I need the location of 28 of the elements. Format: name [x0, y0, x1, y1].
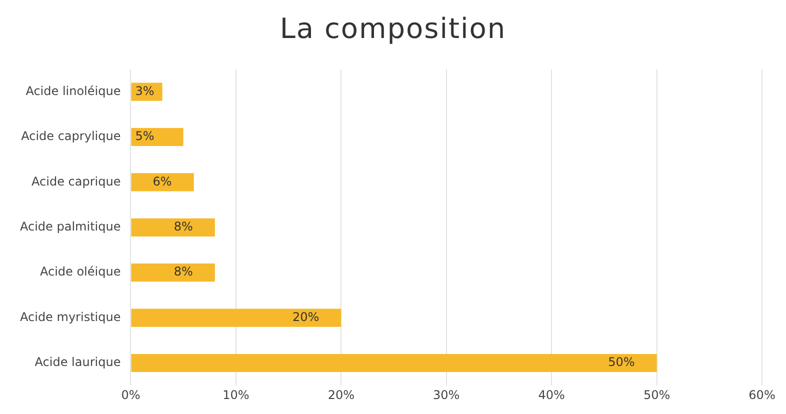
x-tick-label: 10% [222, 388, 250, 402]
data-label: 3% [135, 84, 154, 98]
bar [131, 128, 184, 146]
data-label: 8% [174, 220, 193, 234]
y-tick-label: Acide laurique [34, 355, 121, 370]
bar [131, 264, 215, 282]
y-tick-label: Acide linoléique [26, 84, 121, 98]
x-tick-label: 50% [643, 388, 670, 402]
data-label: 5% [135, 129, 154, 144]
x-tick-label: 40% [538, 388, 565, 402]
data-label: 6% [152, 174, 172, 188]
bar [131, 173, 194, 192]
y-tick-label: Acide caprylique [21, 129, 121, 144]
y-tick-label: Acide caprique [32, 174, 121, 188]
data-label: 8% [174, 264, 193, 279]
data-label: 20% [292, 310, 320, 324]
y-tick-label: Acide palmitique [20, 220, 121, 234]
x-tick-label: 20% [328, 388, 354, 402]
x-tick-label: 60% [748, 388, 776, 402]
x-tick-label: 30% [433, 388, 460, 402]
bar [131, 308, 342, 327]
x-tick-label: 0% [121, 388, 140, 402]
data-label: 50% [608, 355, 635, 370]
bar [131, 354, 657, 372]
y-tick-label: Acide myristique [20, 310, 121, 324]
y-tick-label: Acide oléique [40, 264, 121, 279]
bar [131, 218, 215, 236]
chart-title: La composition [278, 12, 508, 47]
